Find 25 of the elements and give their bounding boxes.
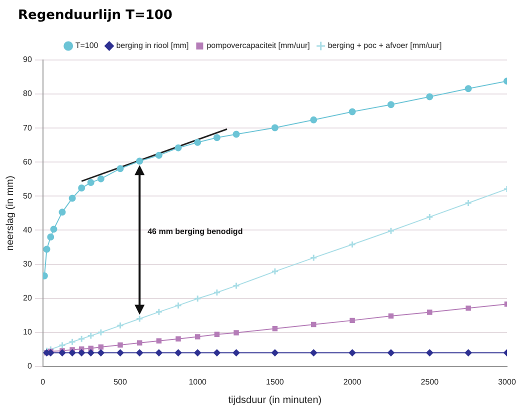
- y-tick-label: 0: [27, 362, 32, 371]
- chart-title: Regenduurlijn T=100: [18, 8, 172, 23]
- y-tick-label: 10: [22, 328, 32, 337]
- legend-label: berging in riool [mm]: [116, 41, 189, 50]
- x-axis-title: tijdsduur (in minuten): [228, 394, 322, 406]
- x-tick-label: 500: [114, 377, 128, 386]
- y-tick-label: 30: [22, 259, 32, 268]
- x-tick-label: 3000: [498, 377, 516, 386]
- legend-label: pompovercapaciteit [mm/uur]: [206, 41, 310, 50]
- y-tick-label: 20: [22, 294, 32, 303]
- legend-label: berging + poc + afvoer [mm/uur]: [328, 41, 442, 50]
- x-tick-label: 0: [40, 377, 46, 386]
- x-tick-label: 1000: [188, 377, 208, 386]
- y-tick-label: 60: [22, 157, 32, 166]
- annotation: 46 mm berging benodigd: [148, 227, 243, 236]
- x-tick-label: 2000: [343, 377, 362, 386]
- legend-label: T=100: [75, 41, 99, 50]
- y-tick-label: 40: [22, 225, 32, 234]
- y-tick-label: 50: [22, 191, 32, 200]
- y-tick-label: 70: [22, 123, 32, 132]
- y-tick-label: 90: [22, 55, 32, 64]
- y-axis-title: neerslag (in mm): [4, 176, 16, 251]
- x-tick-label: 2500: [420, 377, 440, 386]
- x-tick-label: 1500: [266, 377, 284, 386]
- y-tick-label: 80: [22, 89, 32, 98]
